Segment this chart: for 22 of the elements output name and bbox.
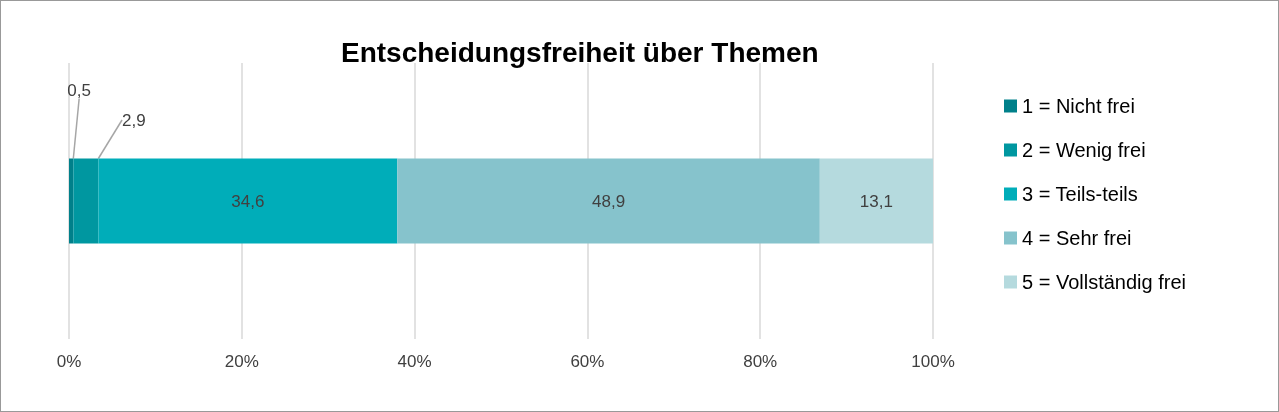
x-tick-label: 20% [224,352,259,371]
bar [98,158,398,244]
bar [69,158,74,244]
bar [819,158,933,244]
bar [397,158,820,244]
x-tick-label: 60% [570,352,605,371]
data-label: 13,1 [859,191,893,211]
x-tick-label: 40% [397,352,432,371]
x-tick-label: 80% [743,352,778,371]
legend-label: 2 = Wenig frei [1022,139,1146,161]
legend-label: 4 = Sehr frei [1022,227,1132,249]
bar [73,158,99,244]
data-label: 48,9 [592,191,626,211]
legend-label: 3 = Teils-teils [1022,183,1138,205]
legend-label: 5 = Vollständig frei [1022,271,1186,293]
legend-label: 1 = Nicht frei [1022,95,1135,117]
chart-title: Entscheidungsfreiheit über Themen [341,36,819,68]
data-label: 0,5 [67,80,91,100]
data-label: 34,6 [231,191,265,211]
x-tick-label: 100% [911,352,955,371]
data-label: 2,9 [122,110,146,130]
x-tick-label: 0% [56,352,82,371]
